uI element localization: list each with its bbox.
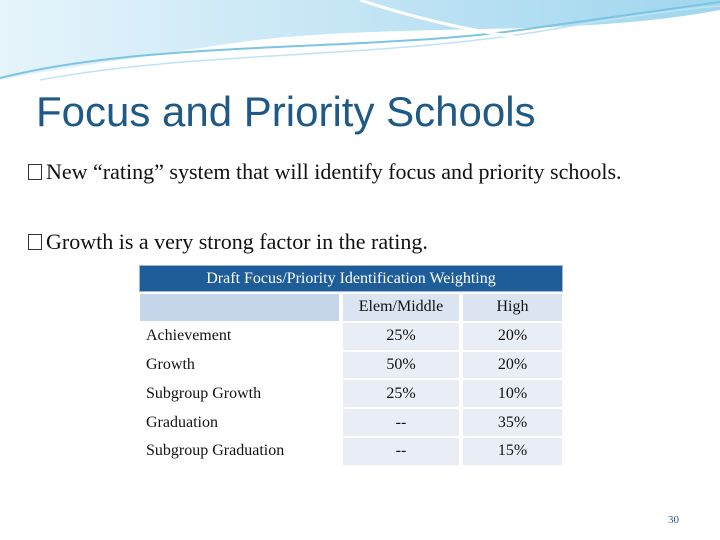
row-label: Graduation bbox=[139, 408, 340, 437]
page-number: 30 bbox=[668, 514, 679, 526]
table-cell: 25% bbox=[342, 321, 460, 351]
bullet-text: Growth is a very strong factor in the ra… bbox=[46, 229, 428, 254]
table-title: Draft Focus/Priority Identification Weig… bbox=[139, 265, 563, 292]
table-cell: 25% bbox=[342, 379, 460, 409]
table-cell: 15% bbox=[462, 437, 563, 466]
table-cell: 50% bbox=[342, 350, 460, 380]
bullet: Growth is a very strong factor in the ra… bbox=[28, 229, 646, 255]
bullet: New “rating” system that will identify f… bbox=[28, 159, 646, 185]
table-cell: -- bbox=[342, 437, 460, 466]
header-decoration bbox=[0, 0, 720, 81]
table-cell: 35% bbox=[462, 408, 563, 437]
slide-title: Focus and Priority Schools bbox=[36, 88, 536, 135]
header-cell bbox=[139, 293, 340, 322]
row-label: Achievement bbox=[139, 321, 340, 351]
row-label: Growth bbox=[139, 350, 340, 380]
column-header: High bbox=[462, 293, 563, 322]
bullet-text: New “rating” system that will identify f… bbox=[46, 159, 622, 184]
table-cell: -- bbox=[342, 408, 460, 437]
column-header: Elem/Middle bbox=[342, 293, 460, 322]
table-cell: 10% bbox=[462, 379, 563, 409]
table-cell: 20% bbox=[462, 350, 563, 380]
row-label: Subgroup Growth bbox=[139, 379, 340, 409]
row-label: Subgroup Graduation bbox=[139, 437, 340, 466]
table-cell: 20% bbox=[462, 321, 563, 351]
